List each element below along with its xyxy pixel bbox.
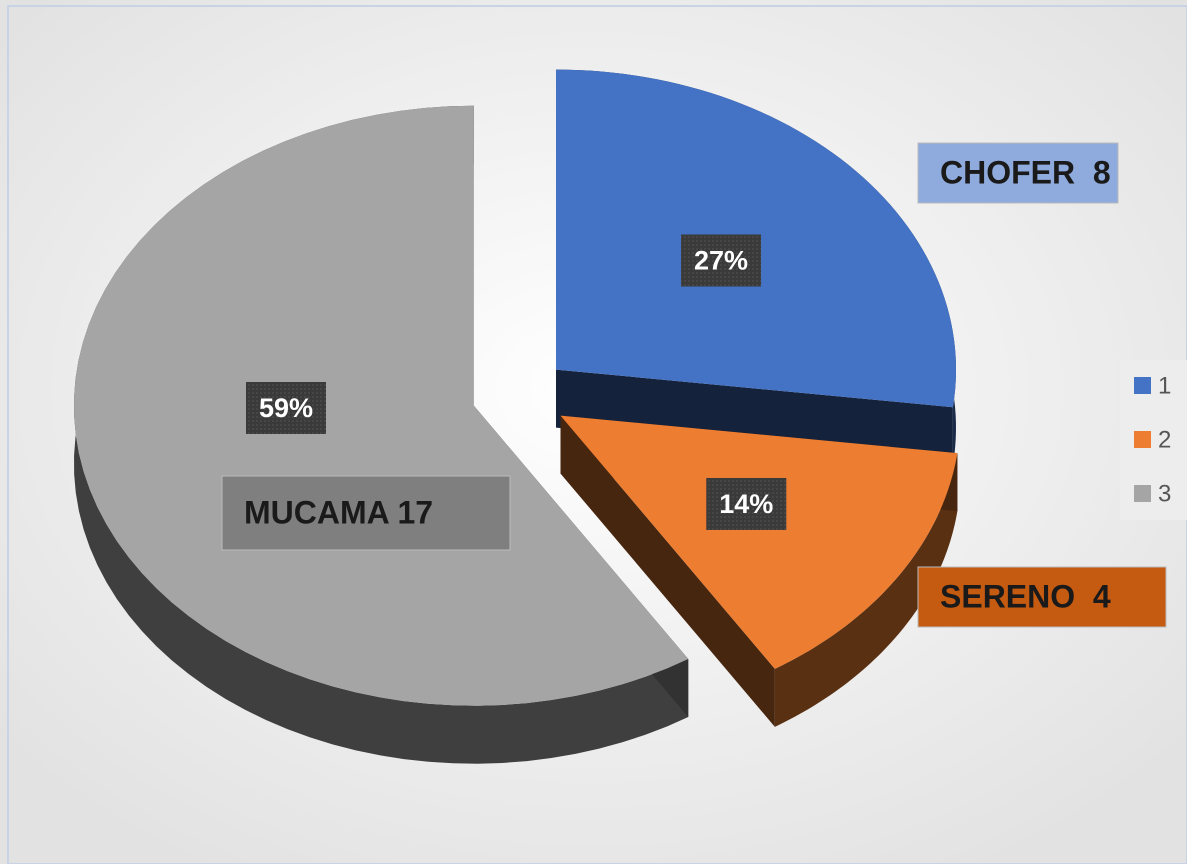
slice-side (74, 105, 689, 764)
value-label: 14% (719, 489, 773, 519)
slice (560, 415, 958, 669)
legend-swatch (1134, 485, 1151, 502)
value-label-box (246, 382, 326, 434)
annotation: MUCAMA 17 (244, 494, 433, 530)
legend-label: 2 (1158, 426, 1171, 453)
annotation-box (917, 142, 1119, 204)
value-label-box (706, 477, 787, 530)
slice-edge (556, 369, 953, 466)
annotation-box (917, 566, 1167, 628)
legend-swatch (1134, 431, 1151, 448)
value-label-box (681, 234, 762, 287)
slice-side (774, 453, 958, 727)
annotation: SERENO 4 (940, 578, 1111, 614)
legend-label: 3 (1158, 480, 1171, 507)
legend-swatch (1134, 377, 1151, 394)
legend-box (1120, 360, 1187, 520)
legend-label: 1 (1158, 372, 1171, 399)
slice (74, 105, 689, 706)
annotation: CHOFER 8 (940, 154, 1111, 190)
slice-edge (560, 415, 775, 727)
legend: 1 2 3 (1120, 360, 1187, 520)
annotation-box (221, 475, 511, 551)
value-label: 27% (694, 246, 748, 276)
labels: 27% CHOFER 8 14% SERENO 4 59% MUCAMA 17 (221, 142, 1167, 628)
frame (7, 5, 1187, 864)
value-label: 59% (259, 393, 313, 423)
